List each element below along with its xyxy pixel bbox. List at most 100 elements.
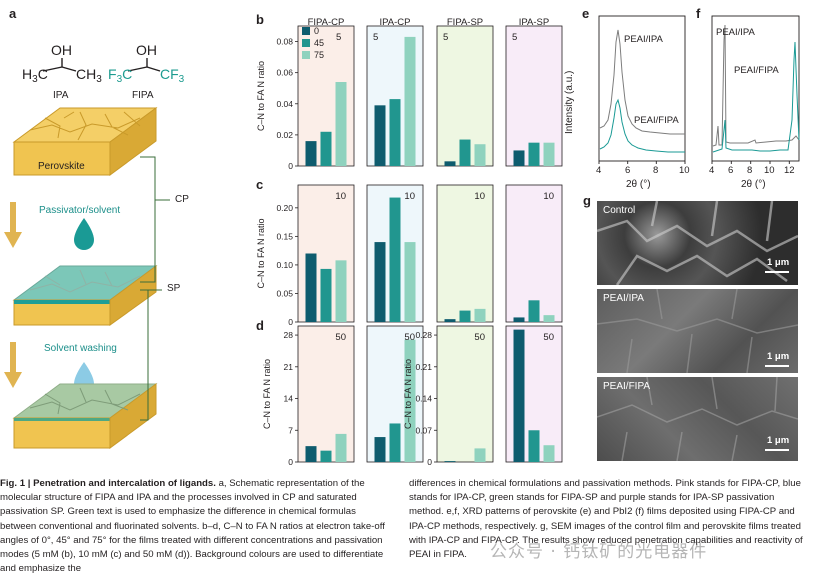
xrd-e-label-bottom: PEAI/FIPA [634,115,679,126]
bar-b-IPA-SP-45 [528,142,540,166]
y-tick-label: 0.06 [276,68,293,78]
xrd-e-axes [598,15,686,164]
y-tick-label: 28 [284,330,294,340]
xrd-f-ipa-trace [712,24,800,147]
xrd-f-tick: 10 [764,165,775,176]
scale-bar-text: 1 μm [767,435,790,446]
concentration-tag: 50 [474,332,485,343]
panel-d-letter: d [256,318,264,333]
bar-b-FIPA-CP-75 [335,82,347,166]
caption-fig-label: Fig. 1 | [0,478,31,489]
xrd-f-tick: 12 [784,165,795,176]
y-tick-label: 7 [288,425,293,435]
passivated-block [12,265,158,326]
xrd-f-tick: 8 [747,165,753,176]
concentration-tag: 5 [336,32,341,43]
y-tick-label: 0.14 [415,394,432,404]
bar-b-FIPA-SP-0 [444,161,456,166]
xrd-e-tick: 10 [679,165,690,176]
sp-bracket [140,156,162,421]
panel-f-letter: f [696,6,701,21]
column-header: IPA-CP [380,17,411,28]
svg-text:CF3: CF3 [160,66,185,85]
caption-left-text: a, Schematic representation of the molec… [0,478,385,575]
sem-label-peai-fipa: PEAI/FIPA [603,381,651,392]
y-tick-label: 0.21 [415,362,432,372]
xrd-e-ylabel: Intensity (a.u.) [564,70,575,134]
bar-d-FIPA-CP-75 [335,433,347,462]
bar-d-FIPA-CP-45 [320,450,332,462]
bar-b-FIPA-SP-75 [474,144,486,166]
sem-image-peai-fipa: PEAI/FIPA 1 μm [597,377,798,461]
scale-bar [765,365,789,367]
ipa-label: IPA [53,90,69,101]
concentration-tag: 10 [404,191,415,202]
panel-b-letter: b [256,12,264,27]
bar-b-IPA-CP-75 [404,36,416,167]
cp-label: CP [175,194,189,205]
concentration-tag: 10 [474,191,485,202]
bar-b-IPA-SP-0 [513,150,525,166]
y-axis-label: C–N to FA N ratio [256,218,266,288]
bar-c-IPA-CP-75 [404,242,416,322]
caption-title: Penetration and intercalation of ligands… [33,478,216,489]
svg-text:CH3: CH3 [76,66,102,85]
y-tick-label: 21 [284,362,294,372]
chart-panel-c [436,184,494,323]
washed-block [12,383,158,449]
y-tick-label: 0 [427,457,432,467]
xrd-f-tick: 6 [728,165,734,176]
svg-text:F3C: F3C [108,66,132,85]
sem-image-control: Control 1 μm [597,201,798,285]
panel-a-letter: a [9,6,17,21]
xrd-f-axes [711,15,800,164]
xrd-e-tick: 4 [596,165,602,176]
bar-b-IPA-SP-75 [543,142,555,166]
step-washing-label: Solvent washing [44,343,117,354]
column-header: FIPA-SP [447,17,483,28]
panel-e-letter: e [582,6,590,21]
panel-c-letter: c [256,177,264,192]
legend-label: 0 [314,26,319,36]
ipa-molecule: OH H3C CH3 [22,42,102,85]
concentration-tag: 5 [443,32,448,43]
bar-c-FIPA-CP-45 [320,268,332,322]
svg-text:OH: OH [136,42,157,58]
down-arrow-icon [4,342,22,388]
bar-c-IPA-CP-45 [389,197,401,322]
bar-b-FIPA-CP-45 [320,131,332,166]
concentration-tag: 5 [373,32,378,43]
sem-image-peai-ipa: PEAI/IPA 1 μm [597,289,798,373]
scale-bar [765,271,789,273]
xrd-e-fipa-trace [599,98,685,153]
scale-bar-text: 1 μm [767,351,790,362]
bar-b-IPA-CP-45 [389,99,401,166]
legend-swatch [302,27,310,35]
legend-swatch [302,51,310,59]
chart-panel-c [505,184,563,323]
column-header: IPA-SP [519,17,549,28]
bar-d-FIPA-CP-0 [305,446,317,462]
fipa-label: FIPA [132,90,154,101]
xrd-f-fipa-trace [712,41,800,153]
bar-d-FIPA-SP-0 [444,461,456,462]
fipa-molecule: OH F3C CF3 [108,42,185,85]
bar-c-FIPA-CP-75 [335,260,347,322]
bar-c-IPA-SP-75 [543,315,555,322]
xrd-f-label-top: PEAI/IPA [716,27,755,38]
caption-left: Fig. 1 | Penetration and intercalation o… [0,477,393,576]
concentration-tag: 10 [543,191,554,202]
bar-d-IPA-SP-0 [513,329,525,462]
concentration-tag: 50 [335,332,346,343]
xrd-e-xlabel: 2θ (°) [626,179,651,190]
bar-d-FIPA-SP-75 [474,448,486,462]
panel-g-letter: g [583,193,591,208]
passivator-drop [74,218,94,250]
column-header: FIPA-CP [308,17,345,28]
watermark: 公众号 · 钙钛矿的光电器件 [490,542,708,562]
y-tick-label: 0 [288,457,293,467]
bar-c-IPA-CP-0 [374,242,386,322]
